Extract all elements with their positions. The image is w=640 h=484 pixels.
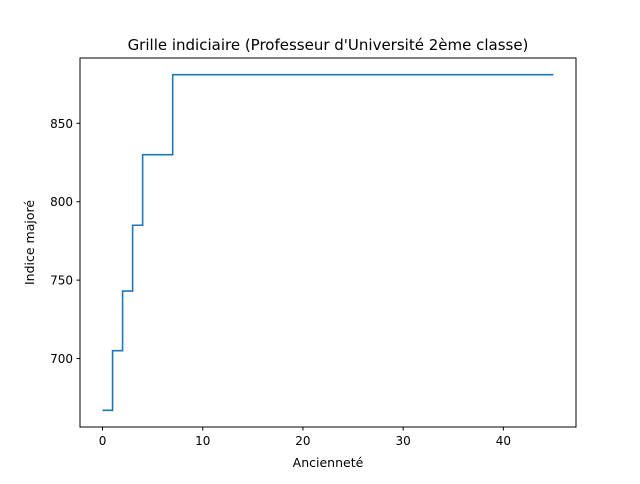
x-tick-label: 40 <box>496 434 511 448</box>
x-tick-label: 0 <box>99 434 107 448</box>
y-tick-label: 800 <box>50 195 73 209</box>
series-line <box>102 73 554 412</box>
y-axis-ticks: 700 750 800 850 <box>50 117 80 366</box>
x-tick-label: 20 <box>295 434 310 448</box>
y-axis-label: Indice majoré <box>22 200 37 285</box>
y-tick-label: 850 <box>50 117 73 131</box>
y-tick-label: 750 <box>50 274 73 288</box>
plot-area-frame <box>79 57 577 428</box>
x-tick-label: 10 <box>195 434 210 448</box>
chart-title: Grille indiciaire (Professeur d'Universi… <box>128 36 529 54</box>
x-axis-label: Ancienneté <box>293 455 364 470</box>
y-tick-label: 700 <box>50 352 73 366</box>
x-axis-ticks: 0 10 20 30 40 <box>99 427 511 448</box>
x-tick-label: 30 <box>396 434 411 448</box>
series-layer <box>102 73 554 412</box>
